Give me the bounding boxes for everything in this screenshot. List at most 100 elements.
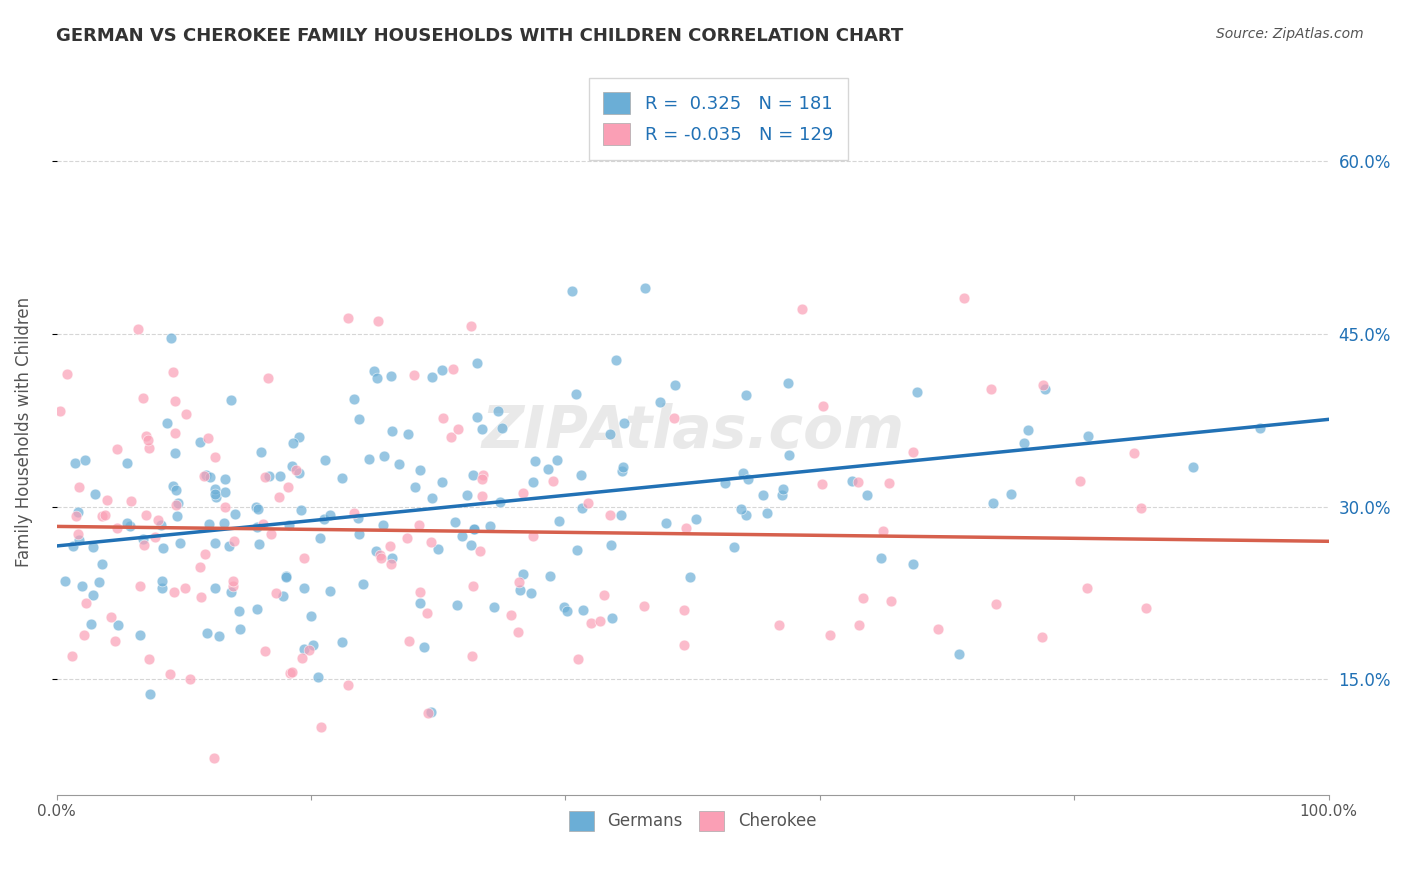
Point bbox=[520, 586, 543, 600]
Point bbox=[202, 750, 225, 764]
Point bbox=[63, 456, 86, 470]
Point bbox=[538, 569, 561, 583]
Point bbox=[198, 516, 221, 531]
Point bbox=[252, 517, 274, 532]
Point bbox=[246, 602, 269, 616]
Point bbox=[219, 392, 242, 407]
Point bbox=[409, 596, 432, 610]
Point bbox=[104, 633, 127, 648]
Point bbox=[347, 527, 370, 541]
Point bbox=[129, 579, 152, 593]
Point bbox=[388, 457, 411, 471]
Point bbox=[276, 568, 298, 582]
Point bbox=[463, 522, 485, 536]
Point bbox=[460, 538, 482, 552]
Point bbox=[579, 615, 602, 630]
Point bbox=[307, 670, 329, 684]
Point bbox=[501, 608, 523, 623]
Point bbox=[162, 365, 184, 379]
Point bbox=[461, 578, 484, 592]
Text: ZIPAtlas.com: ZIPAtlas.com bbox=[481, 403, 904, 460]
Point bbox=[132, 532, 155, 546]
Point bbox=[278, 518, 301, 533]
Point bbox=[778, 376, 800, 391]
Point bbox=[55, 574, 77, 588]
Point bbox=[472, 468, 495, 483]
Point bbox=[1031, 631, 1053, 645]
Point bbox=[257, 371, 280, 385]
Point bbox=[737, 472, 759, 486]
Point bbox=[768, 618, 790, 632]
Point bbox=[380, 369, 402, 384]
Point bbox=[363, 364, 385, 378]
Point bbox=[330, 471, 353, 485]
Point bbox=[222, 574, 245, 588]
Point bbox=[281, 436, 304, 450]
Point bbox=[986, 597, 1008, 611]
Point bbox=[755, 506, 778, 520]
Point bbox=[371, 518, 394, 533]
Point bbox=[555, 604, 578, 618]
Point bbox=[567, 652, 589, 666]
Point bbox=[366, 544, 388, 558]
Point bbox=[447, 422, 470, 436]
Point bbox=[207, 629, 229, 643]
Point bbox=[589, 614, 612, 628]
Point bbox=[204, 450, 226, 465]
Point bbox=[214, 500, 236, 514]
Point bbox=[731, 466, 754, 480]
Point bbox=[127, 322, 149, 336]
Point bbox=[451, 529, 474, 543]
Point bbox=[198, 470, 221, 484]
Point bbox=[413, 640, 436, 655]
Point bbox=[292, 551, 315, 566]
Point bbox=[478, 519, 501, 533]
Point bbox=[381, 425, 404, 439]
Legend: Germans, Cherokee: Germans, Cherokee bbox=[555, 797, 830, 845]
Point bbox=[482, 600, 505, 615]
Point bbox=[600, 611, 623, 625]
Point bbox=[75, 596, 97, 610]
Point bbox=[245, 500, 267, 515]
Point bbox=[441, 361, 464, 376]
Point bbox=[319, 508, 342, 523]
Point bbox=[395, 532, 418, 546]
Point bbox=[357, 452, 380, 467]
Point bbox=[672, 638, 695, 652]
Point bbox=[330, 634, 353, 648]
Point bbox=[512, 566, 534, 581]
Point bbox=[367, 314, 389, 328]
Point bbox=[179, 672, 201, 686]
Point bbox=[288, 467, 311, 481]
Point bbox=[292, 642, 315, 657]
Point bbox=[612, 464, 634, 478]
Point bbox=[159, 666, 181, 681]
Point bbox=[420, 369, 443, 384]
Point bbox=[190, 435, 212, 450]
Point bbox=[880, 594, 903, 608]
Point bbox=[1130, 501, 1153, 516]
Point bbox=[613, 417, 636, 431]
Point bbox=[430, 475, 453, 489]
Point bbox=[214, 484, 236, 499]
Point bbox=[848, 618, 870, 632]
Point bbox=[343, 506, 366, 520]
Point bbox=[380, 539, 402, 553]
Point bbox=[347, 511, 370, 525]
Point bbox=[163, 584, 186, 599]
Point bbox=[408, 518, 430, 533]
Point bbox=[90, 557, 112, 571]
Point bbox=[134, 538, 156, 552]
Point bbox=[75, 452, 97, 467]
Point bbox=[648, 395, 671, 409]
Point bbox=[1069, 474, 1091, 488]
Point bbox=[420, 705, 443, 719]
Point bbox=[193, 468, 215, 483]
Point bbox=[224, 507, 246, 521]
Point bbox=[508, 625, 530, 640]
Point bbox=[463, 523, 485, 537]
Point bbox=[83, 486, 105, 500]
Point bbox=[813, 400, 835, 414]
Point bbox=[165, 498, 187, 512]
Point bbox=[1012, 435, 1035, 450]
